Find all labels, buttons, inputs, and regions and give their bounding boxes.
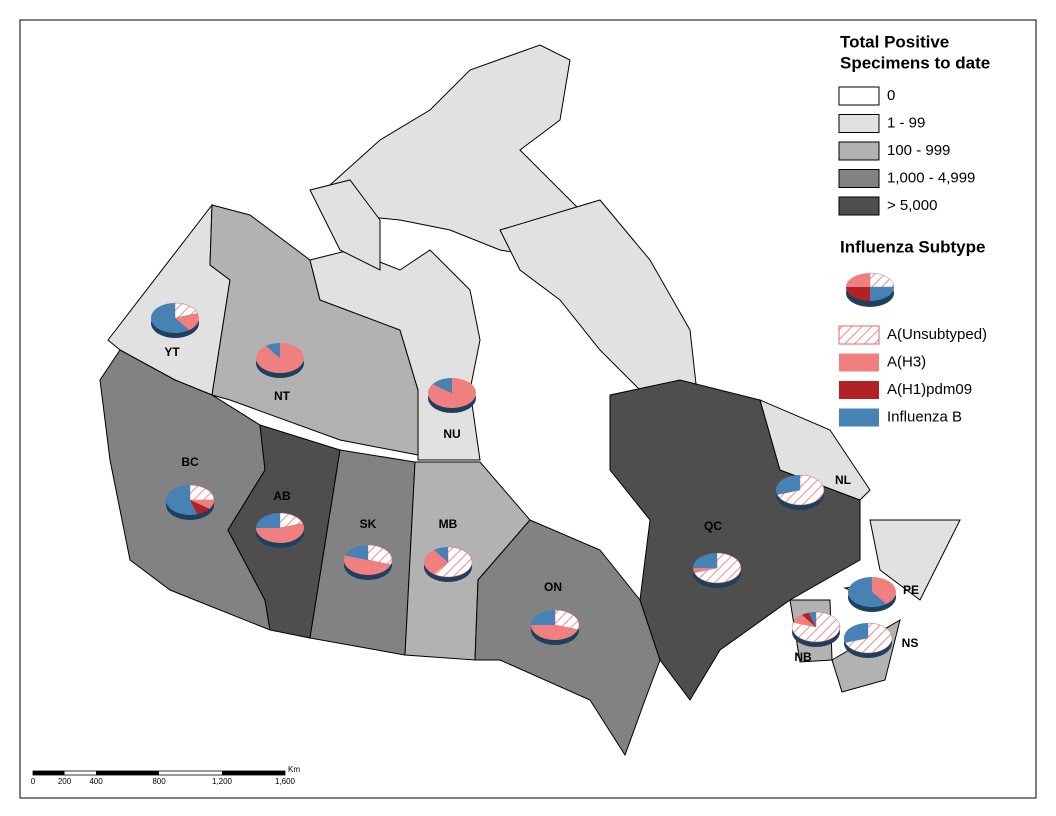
pie-slice bbox=[367, 544, 393, 565]
pie-slice bbox=[693, 553, 717, 568]
legend-label: > 5,000 bbox=[887, 197, 937, 214]
legend-swatch bbox=[839, 353, 879, 372]
pie-slice bbox=[166, 485, 198, 515]
pie-slice bbox=[531, 610, 555, 625]
pie-slice bbox=[432, 378, 452, 393]
scale-segment bbox=[33, 771, 65, 775]
province-label: AB bbox=[273, 489, 291, 503]
pie-slice bbox=[808, 612, 816, 627]
pie-slice bbox=[848, 577, 887, 608]
pie-slice bbox=[256, 513, 280, 528]
province-label: BC bbox=[181, 455, 199, 469]
province bbox=[309, 179, 381, 271]
pie-slice bbox=[531, 625, 578, 641]
pie-slice bbox=[793, 614, 816, 627]
pie-slice bbox=[256, 523, 304, 544]
province-label: NL bbox=[835, 473, 851, 487]
legend-label: 100 - 999 bbox=[887, 142, 950, 159]
pie-slice bbox=[844, 622, 893, 654]
province-label: MB bbox=[439, 517, 458, 531]
province bbox=[869, 519, 961, 601]
province-label: NT bbox=[274, 389, 291, 403]
legend-label: Influenza B bbox=[887, 408, 962, 425]
legend-swatch bbox=[838, 86, 880, 106]
province-label: ON bbox=[544, 580, 562, 594]
legend-swatch bbox=[839, 381, 879, 399]
legend-label: 1,000 - 4,999 bbox=[887, 169, 975, 186]
pie-slice bbox=[776, 475, 800, 495]
scale-label: 1,600 bbox=[275, 777, 296, 786]
pie-slice bbox=[433, 547, 448, 562]
pie-slice bbox=[424, 549, 448, 575]
subtype-title: Influenza Subtype bbox=[840, 237, 985, 256]
pie-slice bbox=[693, 568, 717, 573]
scale-unit: Km bbox=[288, 765, 300, 774]
pie-slice bbox=[776, 474, 825, 506]
province-label: PE bbox=[903, 583, 919, 597]
province-label: NU bbox=[443, 427, 460, 441]
province bbox=[759, 399, 871, 501]
pie-slice bbox=[190, 500, 214, 509]
pie-slice bbox=[693, 552, 742, 584]
province-label: YT bbox=[164, 345, 180, 359]
legend-label: 1 - 99 bbox=[887, 114, 925, 131]
legend-swatch bbox=[838, 169, 880, 188]
province-label: QC bbox=[704, 519, 722, 533]
pie-slice bbox=[344, 555, 391, 575]
pie-slice bbox=[279, 512, 304, 529]
pie-slice bbox=[801, 612, 816, 627]
pie-slice bbox=[265, 343, 280, 358]
legend-title: Specimens to date bbox=[840, 53, 990, 72]
pie-slice bbox=[843, 623, 868, 643]
province-label: NB bbox=[794, 650, 812, 664]
scale-label: 1,200 bbox=[212, 777, 233, 786]
legend-label: A(H3) bbox=[887, 353, 926, 370]
province-label: SK bbox=[360, 517, 377, 531]
legend-pie-icon bbox=[846, 272, 895, 307]
scale-label: 200 bbox=[58, 777, 72, 786]
province bbox=[329, 44, 601, 261]
legend-label: 0 bbox=[887, 87, 895, 104]
legend-swatch bbox=[838, 196, 880, 216]
pie-slice bbox=[433, 546, 473, 578]
pie-slice bbox=[189, 484, 215, 501]
scale-label: 800 bbox=[152, 777, 166, 786]
pie-slice bbox=[872, 577, 897, 605]
pie-slice bbox=[174, 302, 199, 319]
pie-slice bbox=[554, 609, 580, 630]
pie-slice bbox=[190, 500, 210, 515]
province-label: NS bbox=[902, 636, 919, 650]
scale-label: 400 bbox=[89, 777, 103, 786]
legend-swatch bbox=[838, 325, 880, 345]
scale-label: 0 bbox=[31, 777, 36, 786]
pie-slice bbox=[150, 303, 190, 334]
legend-label: A(H1)pdm09 bbox=[887, 381, 972, 398]
legend-swatch bbox=[838, 141, 880, 161]
scale-segment bbox=[96, 771, 159, 775]
pie-slice bbox=[175, 313, 200, 331]
legend-swatch bbox=[839, 408, 879, 427]
pie-slice bbox=[345, 545, 368, 560]
legend-label: A(Unsubtyped) bbox=[887, 326, 987, 343]
scale-segment bbox=[222, 771, 285, 775]
pie-slice bbox=[791, 611, 841, 643]
legend-title: Total Positive bbox=[840, 32, 949, 51]
legend-swatch bbox=[838, 114, 880, 133]
